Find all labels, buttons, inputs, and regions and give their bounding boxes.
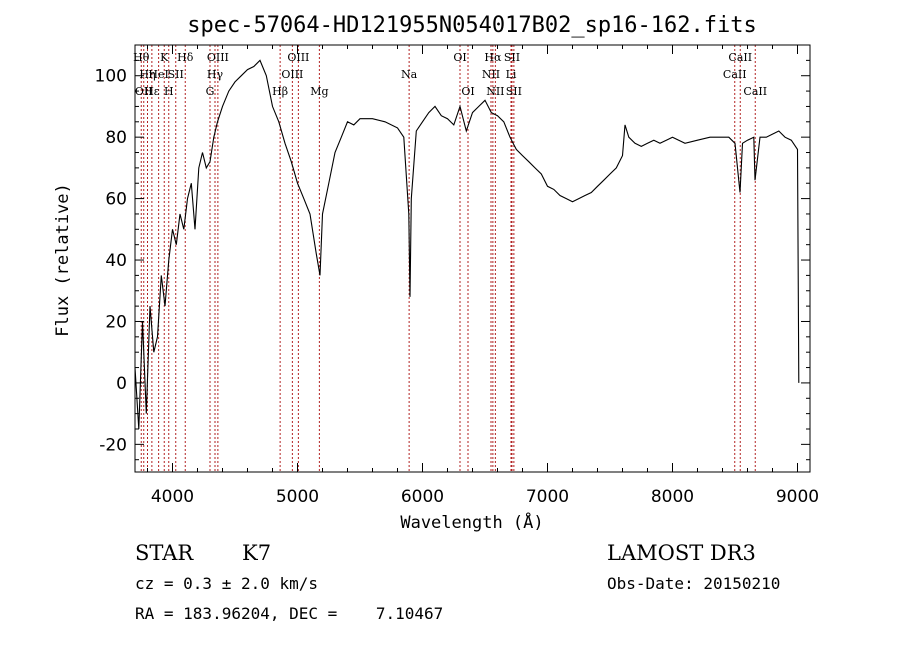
line-marker-label: OI xyxy=(461,85,474,98)
line-marker-label: Hδ xyxy=(177,51,194,64)
line-marker-label: NII xyxy=(482,68,500,81)
x-axis-label: Wavelength (Å) xyxy=(400,511,543,533)
line-marker-label: Hη xyxy=(139,68,155,81)
line-marker-label: Hβ xyxy=(272,85,288,98)
line-marker-label: OI xyxy=(453,51,466,64)
line-marker-label: Hθ xyxy=(133,51,150,64)
y-axis-label: Flux (relative) xyxy=(53,183,73,337)
survey-name: LAMOST DR3 xyxy=(607,541,756,565)
line-marker-label: NII xyxy=(486,85,504,98)
x-axis-ticks: 4000 5000 6000 7000 8000 9000 xyxy=(147,45,819,507)
obs-date-text: Obs-Date: 20150210 xyxy=(607,574,780,593)
line-marker-label: G xyxy=(206,85,215,98)
line-marker-label: SII xyxy=(506,85,522,98)
y-tick-label: 80 xyxy=(105,128,127,148)
object-class: STAR xyxy=(135,541,194,565)
y-tick-label: 20 xyxy=(105,312,127,332)
line-marker-label: CaII xyxy=(723,68,747,81)
line-marker-label: Hα xyxy=(484,51,502,64)
line-marker-label: Hγ xyxy=(207,68,224,81)
line-marker-label: Mg xyxy=(310,85,328,98)
line-marker-label: OII xyxy=(135,85,153,98)
line-marker-label: CaII xyxy=(743,85,767,98)
x-tick-label: 9000 xyxy=(776,487,819,507)
x-tick-label: 6000 xyxy=(401,487,444,507)
y-tick-label: 0 xyxy=(116,374,127,394)
line-marker-label: H xyxy=(164,85,174,98)
redshift-text: cz = 0.3 ± 2.0 km/s xyxy=(135,574,318,593)
line-marker-label: Na xyxy=(401,68,418,81)
line-marker-label: CaII xyxy=(728,51,752,64)
plot-frame xyxy=(134,44,811,473)
line-markers xyxy=(140,45,756,472)
line-marker-label: HeI xyxy=(148,68,168,81)
y-tick-label: 60 xyxy=(105,190,127,210)
chart-title: spec-57064-HD121955N054017B02_sp16-162.f… xyxy=(187,13,757,38)
x-tick-label: 8000 xyxy=(651,487,694,507)
line-marker-label: SII xyxy=(504,51,520,64)
y-tick-label: 40 xyxy=(105,251,127,271)
line-marker-label: OIII xyxy=(207,51,229,64)
x-tick-label: 7000 xyxy=(526,487,569,507)
line-marker-label: SII xyxy=(168,68,184,81)
y-axis-ticks: -20 0 20 40 60 80 100 xyxy=(95,44,810,461)
y-tick-label: -20 xyxy=(99,435,127,455)
object-subclass: K7 xyxy=(242,541,271,565)
line-marker-label: OIII xyxy=(281,68,303,81)
x-tick-label: 5000 xyxy=(276,487,319,507)
ra-dec-text: RA = 183.96204, DEC = 7.10467 xyxy=(135,604,443,623)
line-marker-label: Li xyxy=(506,68,517,81)
y-tick-label: 100 xyxy=(95,67,127,87)
line-marker-label: OIII xyxy=(287,51,309,64)
line-marker-labels: Hθ OII Hη Hε HeI K H SII Hδ G Hγ OIII Hβ OIII OIII Mg Na… xyxy=(133,51,767,98)
line-marker-label: K xyxy=(160,51,169,64)
line-marker-label: Hε xyxy=(144,85,160,98)
x-tick-label: 4000 xyxy=(151,487,194,507)
spectrum-line xyxy=(134,59,800,430)
